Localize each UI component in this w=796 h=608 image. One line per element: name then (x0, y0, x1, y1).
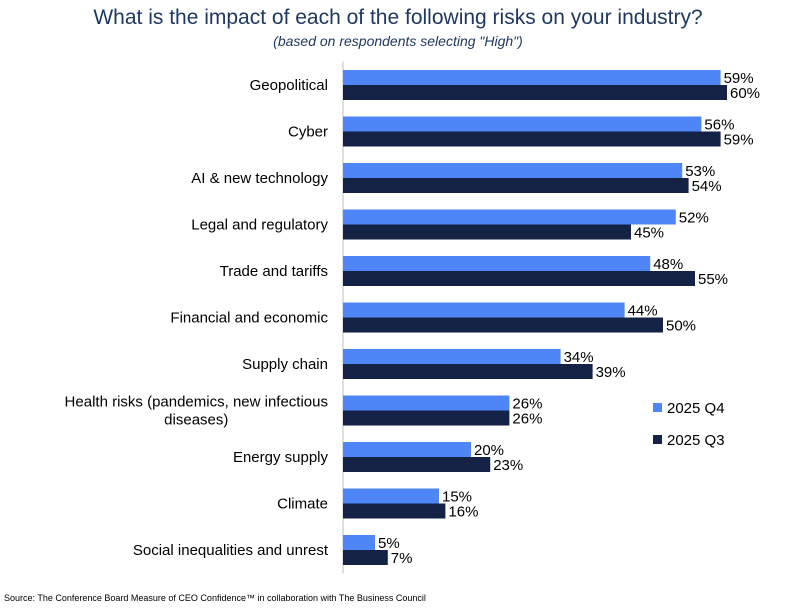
bar-q4 (343, 442, 471, 457)
bar-q3 (343, 503, 446, 519)
bar-chart: Geopolitical 59%60%Cyber 56%59%AI & new te… (65, 61, 760, 574)
data-label: 50% (666, 318, 696, 335)
category-label: diseases) (164, 412, 228, 429)
data-label: 20% (474, 442, 504, 459)
data-label: 52% (679, 210, 709, 227)
chart-title: What is the impact of each of the follow… (93, 6, 703, 29)
category-label: Health risks (pandemics, new infectious (65, 394, 328, 411)
category-label: Climate (277, 496, 328, 513)
bar-q4 (343, 256, 651, 271)
category-label: Financial and economic (170, 310, 328, 327)
source-note: Source: The Conference Board Measure of … (4, 593, 426, 603)
category-label: Legal and regulatory (191, 217, 328, 234)
data-label: 60% (730, 85, 760, 102)
data-label: 16% (448, 504, 478, 521)
bar-q3 (343, 178, 689, 193)
bar-q4 (343, 535, 375, 550)
bar-q3 (343, 317, 663, 333)
bar-q3 (343, 224, 631, 240)
bar-q3 (343, 364, 593, 379)
bar-q3 (343, 410, 510, 426)
bar-q3 (343, 457, 491, 472)
category-label: AI & new technology (191, 170, 328, 187)
data-label: 23% (493, 457, 523, 474)
category-label: Social inequalities and unrest (133, 542, 329, 559)
data-label: 34% (564, 349, 594, 366)
data-label: 54% (692, 178, 722, 195)
bar-q3 (343, 271, 695, 286)
data-label: 15% (442, 489, 472, 506)
category-label: Supply chain (242, 356, 328, 373)
data-label: 45% (634, 225, 664, 242)
data-label: 59% (724, 132, 754, 149)
data-label: 26% (512, 411, 542, 428)
data-label: 44% (628, 303, 658, 320)
data-label: 39% (596, 364, 626, 381)
chart-subtitle: (based on respondents selecting "High") (273, 33, 523, 49)
bar-q4 (343, 349, 561, 364)
legend-swatch (653, 403, 662, 412)
bar-q4 (343, 395, 510, 411)
data-label: 7% (391, 550, 413, 567)
bar-q4 (343, 488, 439, 504)
bar-q4 (343, 163, 683, 178)
data-label: 59% (724, 70, 754, 87)
data-label: 53% (685, 163, 715, 180)
bar-q3 (343, 85, 727, 100)
category-label: Cyber (288, 124, 328, 141)
data-label: 56% (704, 117, 734, 134)
bar-q4 (343, 302, 625, 318)
legend-swatch (653, 435, 662, 444)
legend-label: 2025 Q4 (667, 400, 725, 417)
legend-label: 2025 Q3 (667, 432, 725, 449)
data-label: 5% (378, 535, 400, 552)
bar-q4 (343, 209, 676, 225)
bar-q4 (343, 70, 721, 85)
data-label: 48% (653, 256, 683, 273)
data-label: 55% (698, 271, 728, 288)
data-label: 26% (512, 396, 542, 413)
bar-q3 (343, 131, 721, 147)
bar-q4 (343, 116, 702, 132)
category-label: Geopolitical (250, 77, 328, 94)
category-label: Energy supply (233, 449, 329, 466)
bar-q3 (343, 550, 388, 565)
category-label: Trade and tariffs (220, 263, 328, 280)
